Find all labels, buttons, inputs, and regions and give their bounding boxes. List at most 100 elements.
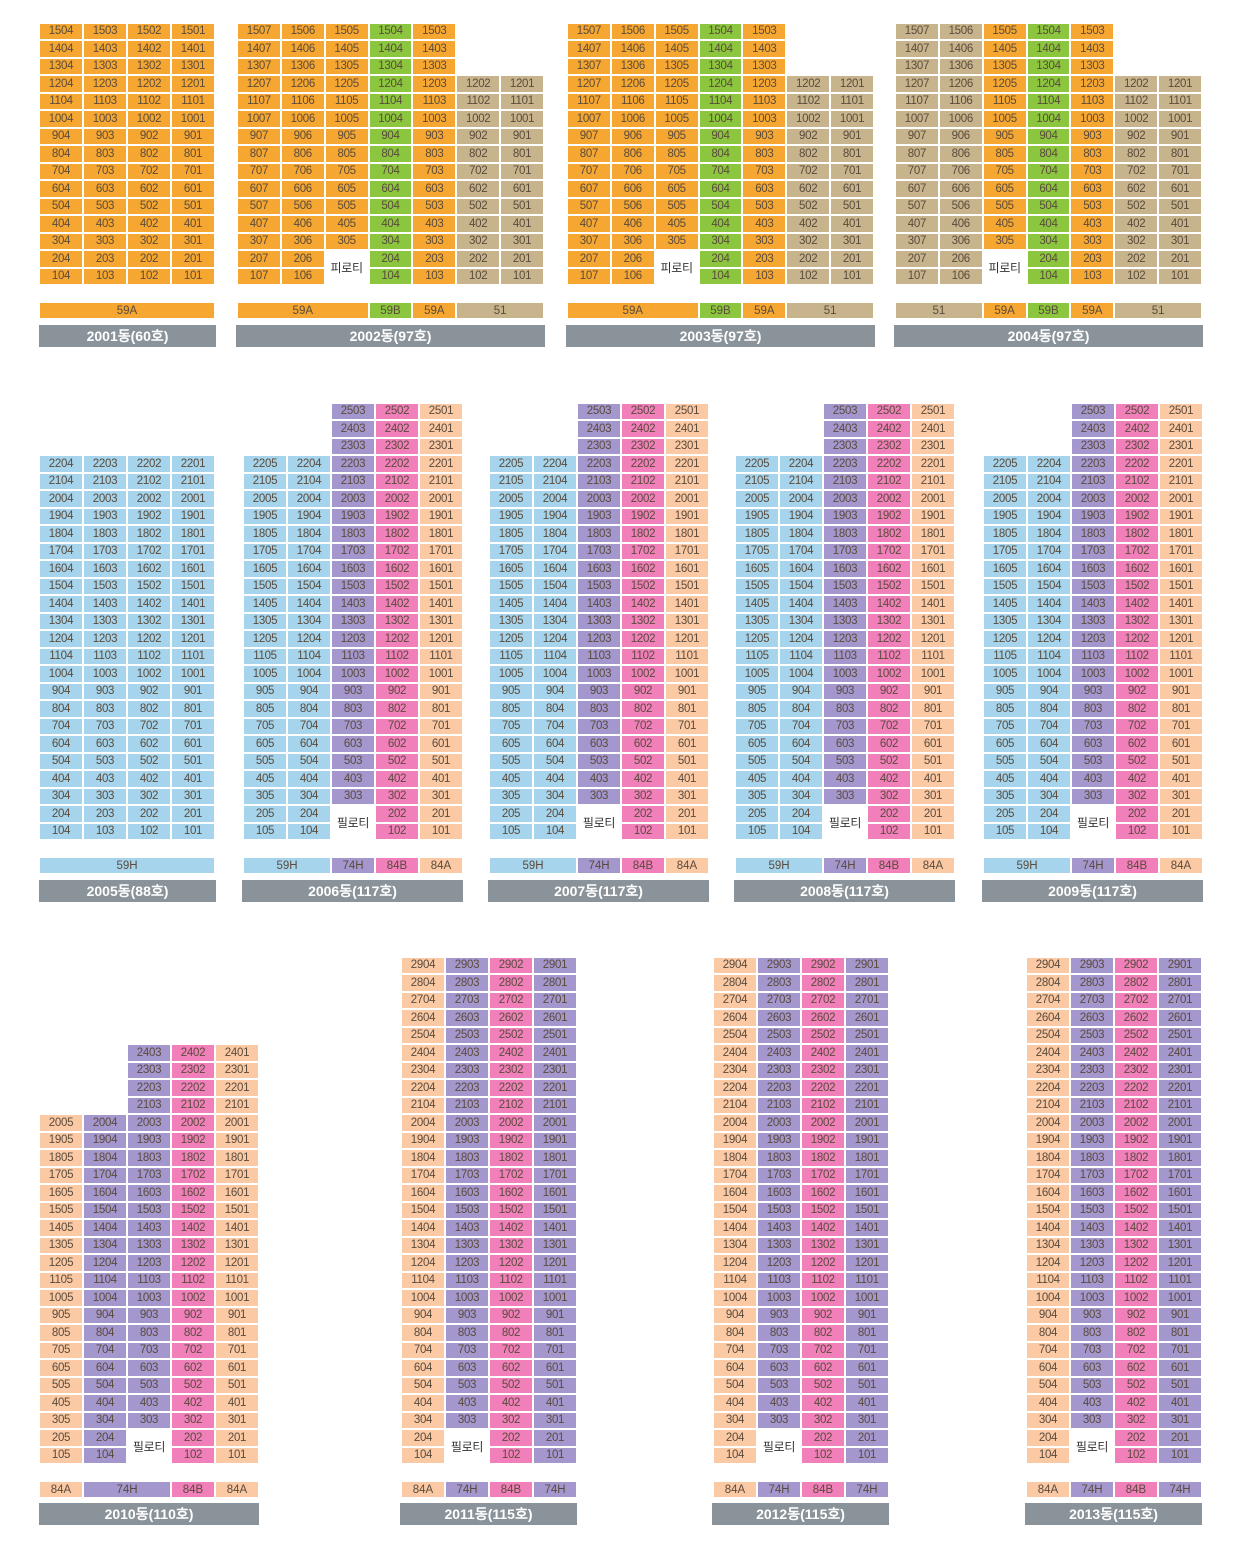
unit-cell: 303	[412, 232, 457, 250]
unit-cell: 1802	[489, 1149, 533, 1167]
unit-cell: 2003	[757, 1114, 801, 1132]
unit-cell: 1801	[1158, 1149, 1202, 1167]
unit-cell: 1904	[533, 507, 577, 525]
unit-cell: 1404	[39, 40, 83, 58]
unit-cell: 504	[1026, 1376, 1070, 1394]
unit-cell: 802	[171, 1324, 215, 1342]
unit-cell: 2001	[1158, 1114, 1202, 1132]
unit-cell: 605	[243, 735, 287, 753]
unit-cell: 2005	[983, 490, 1027, 508]
unit-cell: 801	[845, 1324, 889, 1342]
unit-cell: 1701	[845, 1166, 889, 1184]
piloti-label: 필로티	[127, 1429, 171, 1465]
unit-cell: 1102	[489, 1271, 533, 1289]
unit-cell: 705	[654, 162, 699, 180]
unit-cell: 304	[713, 1411, 757, 1429]
unit-cell: 502	[1114, 197, 1159, 215]
unit-cell: 803	[127, 1324, 171, 1342]
unit-type-label: 84B	[801, 1481, 845, 1498]
unit-cell: 405	[489, 770, 533, 788]
unit-cell: 1201	[215, 1254, 259, 1272]
unit-cell: 402	[375, 770, 419, 788]
unit-cell: 2401	[419, 420, 463, 438]
building-name: 2004동(97호)	[894, 325, 1203, 347]
unit-cell: 904	[39, 127, 83, 145]
unit-cell: 403	[1071, 770, 1115, 788]
unit-cell: 2302	[1115, 437, 1159, 455]
unit-cell: 905	[39, 1306, 83, 1325]
unit-cell: 503	[1071, 752, 1115, 770]
unit-cell: 1207	[237, 75, 281, 93]
unit-cell: 1303	[445, 1236, 489, 1254]
unit-cell: 2004	[533, 490, 577, 508]
unit-cell: 504	[287, 752, 331, 770]
unit-cell: 407	[895, 215, 939, 233]
unit-cell: 1103	[1071, 647, 1115, 665]
unit-cell: 1204	[39, 75, 83, 93]
unit-cell: 903	[83, 682, 127, 700]
unit-cell: 402	[456, 215, 501, 233]
unit-cell: 1904	[1026, 1131, 1070, 1149]
unit-cell: 501	[1158, 197, 1202, 215]
unit-cell: 801	[1159, 700, 1203, 718]
unit-cell: 1705	[243, 542, 287, 560]
unit-cell: 1306	[938, 57, 983, 75]
unit-cell: 2204	[39, 455, 83, 473]
unit-cell: 2501	[665, 402, 709, 420]
unit-cell: 706	[280, 162, 325, 180]
unit-cell: 703	[83, 717, 127, 735]
unit-cell: 1501	[533, 1201, 577, 1219]
unit-cell: 2001	[911, 490, 955, 508]
unit-cell: 1303	[83, 612, 127, 630]
unit-cell: 1801	[533, 1149, 577, 1167]
unit-cell: 1106	[938, 92, 983, 110]
unit-cell: 1301	[171, 57, 215, 75]
unit-cell: 203	[1070, 250, 1115, 268]
unit-cell: 703	[757, 1341, 801, 1359]
piloti-label: 필로티	[823, 805, 867, 840]
unit-cell: 301	[830, 232, 874, 250]
unit-cell: 1004	[1026, 1289, 1070, 1307]
unit-cell: 1003	[445, 1289, 489, 1307]
unit-cell: 805	[983, 700, 1027, 718]
unit-cell: 805	[39, 1324, 83, 1342]
unit-cell: 1202	[171, 1254, 215, 1272]
unit-cell: 1003	[1070, 1289, 1114, 1307]
unit-cell: 1601	[665, 560, 709, 578]
unit-cell: 1804	[401, 1149, 445, 1167]
unit-cell: 1903	[823, 507, 867, 525]
unit-cell: 2003	[823, 490, 867, 508]
unit-cell: 1401	[419, 595, 463, 613]
unit-cell: 601	[1158, 180, 1202, 198]
unit-cell: 2103	[757, 1096, 801, 1114]
unit-cell: 204	[1027, 805, 1071, 823]
unit-cell: 302	[786, 232, 831, 250]
unit-cell: 2904	[713, 956, 757, 974]
unit-cell: 701	[1158, 1341, 1202, 1359]
unit-cell: 104	[1026, 267, 1071, 285]
unit-cell: 1203	[331, 630, 375, 648]
unit-cell: 1503	[1070, 22, 1115, 40]
unit-cell: 901	[911, 682, 955, 700]
unit-cell: 2604	[713, 1009, 757, 1027]
unit-type-label: 74H	[1158, 1481, 1202, 1498]
unit-cell: 1205	[243, 630, 287, 648]
unit-cell: 904	[698, 127, 743, 145]
unit-cell: 2102	[489, 1096, 533, 1114]
unit-cell: 705	[489, 717, 533, 735]
unit-cell: 1105	[324, 92, 369, 110]
unit-cell: 603	[445, 1359, 489, 1377]
unit-cell: 403	[757, 1394, 801, 1412]
unit-cell: 1301	[845, 1236, 889, 1254]
unit-cell: 802	[127, 145, 171, 163]
unit-cell: 1304	[713, 1236, 757, 1254]
unit-cell: 2402	[867, 420, 911, 438]
unit-cell: 1004	[39, 110, 83, 128]
unit-cell: 1102	[621, 647, 665, 665]
unit-type-label: 59H	[735, 857, 823, 874]
unit-cell: 1102	[456, 92, 501, 110]
unit-cell: 903	[127, 1306, 171, 1325]
unit-cell: 602	[1115, 735, 1159, 753]
unit-cell: 804	[83, 1324, 127, 1342]
unit-cell: 804	[39, 700, 83, 718]
